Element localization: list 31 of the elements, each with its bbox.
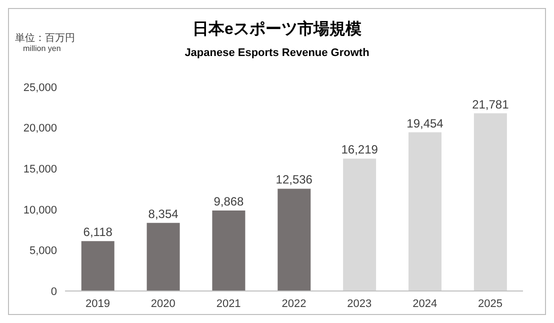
- y-tick-label: 10,000: [23, 204, 57, 216]
- y-tick-label: 5,000: [29, 245, 57, 258]
- data-label: 9,868: [214, 194, 244, 208]
- data-label: 6,118: [83, 225, 113, 240]
- data-label: 12,536: [276, 172, 313, 187]
- bar: [343, 158, 376, 291]
- text: million yen: [23, 44, 61, 53]
- y-axis-title: 単位：百万円: [15, 32, 75, 45]
- chart-subtitle: Japanese Esports Revenue Growth: [184, 47, 370, 59]
- bar: [81, 241, 114, 291]
- x-tick-label: 2021: [216, 298, 241, 310]
- x-tick-label: 2020: [150, 298, 176, 310]
- data-label: 16,219: [341, 142, 378, 157]
- data-label: 19,454: [406, 116, 444, 130]
- data-label: 21,781: [472, 97, 510, 112]
- data-label: 8,354: [148, 206, 179, 221]
- x-tick-label: 2025: [478, 298, 503, 310]
- y-tick-label: 25,000: [23, 82, 57, 94]
- y-tick-label: 0: [50, 286, 57, 298]
- bar: [474, 113, 507, 291]
- x-tick-label: 2023: [347, 298, 372, 310]
- y-tick-label: 20,000: [23, 122, 57, 135]
- x-tick-label: 2024: [412, 298, 438, 310]
- x-tick-label: 2019: [85, 298, 110, 310]
- chart-title: 日本eスポーツ市場規模: [192, 21, 362, 38]
- y-tick-label: 15,000: [23, 164, 57, 176]
- bar: [408, 132, 442, 291]
- x-tick-label: 2022: [282, 298, 306, 310]
- bar: [278, 188, 311, 291]
- bar: [146, 222, 180, 291]
- bar: [212, 210, 246, 291]
